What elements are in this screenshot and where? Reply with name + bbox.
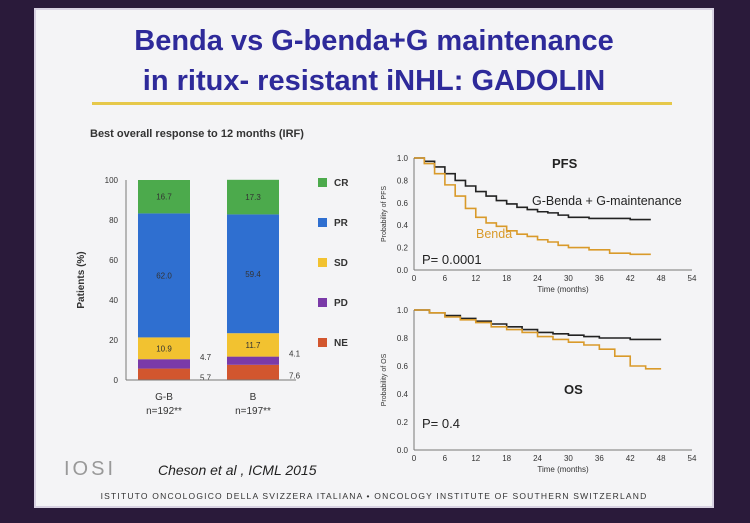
x-tick-label: 36 [595,274,604,283]
x-tick-label: 42 [626,274,635,283]
bar-segment-cr [227,179,279,215]
pfs-curve-chart: 0.0 0.2 0.4 0.6 0.8 1.0 0 6 12 18 24 30 36 42 48 54 Time… [381,154,697,294]
y-tick-label: 0.2 [397,244,409,253]
y-tick-label: 0.0 [397,446,409,455]
x-tick-label: 54 [688,274,697,283]
y-tick-label: 0.0 [397,266,409,275]
p-value-annotation: P= 0.0001 [422,252,482,267]
y-tick-label: 0 [114,376,119,385]
x-tick-label: 18 [502,454,511,463]
category-n-label: n=192** [146,406,182,417]
x-tick-label: 0 [412,454,417,463]
bar-segment-cr [138,180,190,214]
category-label: B [250,392,257,403]
legend-label-cr: CR [334,178,349,189]
data-label: 59.4 [245,270,261,279]
y-tick-label: 1.0 [397,306,409,315]
y-tick-label: 0.8 [397,334,409,343]
title-underline [92,102,672,105]
data-label: 7.6 [289,371,301,380]
data-label: 4.1 [289,350,301,359]
y-tick-label: 80 [109,216,118,225]
y-tick-label: 20 [109,336,118,345]
x-tick-label: 48 [657,454,666,463]
x-tick-label: 18 [502,274,511,283]
x-tick-label: 12 [471,454,480,463]
y-tick-label: 60 [109,256,118,265]
bar-segment-pr [138,213,190,338]
bar-segment-sd [227,333,279,357]
bar-segment-pd [138,359,190,369]
y-tick-label: 1.0 [397,154,409,163]
data-label: 4.7 [200,353,212,362]
data-label: 5.7 [200,373,212,382]
category-n-label: n=197** [235,406,271,417]
y-tick-label: 40 [109,296,118,305]
y-axis-label: Patients (%) [76,251,87,308]
bar-segment-ne [138,368,190,380]
bar-segment-pr [227,214,279,334]
legend-swatch-pd [318,298,327,307]
x-tick-label: 6 [443,454,448,463]
slide: Benda vs G-benda+G maintenance in ritux-… [34,8,714,508]
x-tick-label: 0 [412,274,417,283]
data-label: 10.9 [156,344,172,353]
response-bar-chart: 0 20 40 60 80 100 Patients (%) 5.7 4.7 10.9 62.0 16… [76,176,349,417]
legend-swatch-ne [318,338,327,347]
y-tick-label: 0.2 [397,418,409,427]
legend-swatch-pr [318,218,327,227]
series-label: Benda [476,227,512,241]
x-tick-label: 36 [595,454,604,463]
bar-chart-title: Best overall response to 12 months (IRF) [90,128,304,140]
legend-label-sd: SD [334,258,348,269]
x-axis-label: Time (months) [537,285,589,294]
km-curve-0 [414,157,651,221]
y-tick-label: 0.8 [397,176,409,185]
slide-title-line-1: Benda vs G-benda+G maintenance [134,25,614,57]
x-tick-label: 24 [533,454,542,463]
x-axis-label: Time (months) [537,465,589,474]
institute-footer: ISTITUTO ONCOLOGICO DELLA SVIZZERA ITALI… [100,491,648,501]
legend-swatch-cr [318,178,327,187]
x-tick-label: 30 [564,454,573,463]
x-tick-label: 48 [657,274,666,283]
series-label: G-Benda + G-maintenance [532,194,682,208]
x-tick-label: 42 [626,454,635,463]
data-label: 11.7 [246,341,262,350]
x-tick-label: 12 [471,274,480,283]
km-curve-0 [414,309,662,341]
bar-segment-ne [227,364,279,380]
category-label: G-B [155,392,173,403]
legend-label-pr: PR [334,218,349,229]
x-tick-label: 6 [443,274,448,283]
data-label: 17.3 [245,193,261,202]
km-curve-1 [414,157,651,256]
y-tick-label: 100 [105,176,119,185]
x-tick-label: 54 [688,454,697,463]
citation: Cheson et al , ICML 2015 [158,462,317,478]
y-tick-label: 0.4 [397,221,409,230]
slide-title-line-2: in ritux- resistant iNHL: GADOLIN [142,65,606,97]
x-tick-label: 24 [533,274,542,283]
data-label: 62.0 [156,271,172,280]
y-axis-label: Probability of OS [381,353,388,406]
x-tick-label: 30 [564,274,573,283]
data-label: 16.7 [156,193,172,202]
p-value-annotation: P= 0.4 [422,416,460,431]
legend-label-pd: PD [334,298,348,309]
y-axis-label: Probability of PFS [381,186,388,242]
km-chart-title: PFS [552,156,578,171]
iosi-logo: IOSI [64,458,117,480]
y-tick-label: 0.6 [397,199,409,208]
y-tick-label: 0.6 [397,362,409,371]
bar-segment-sd [138,337,190,360]
legend-label-ne: NE [334,338,348,349]
km-curve-1 [414,309,662,370]
km-chart-title: OS [564,382,583,397]
y-tick-label: 0.4 [397,390,409,399]
os-curve-chart: 0.0 0.2 0.4 0.6 0.8 1.0 0 6 12 18 24 30 36 42 48 54 Time… [381,306,697,474]
bar-segment-pd [227,356,279,365]
legend-swatch-sd [318,258,327,267]
